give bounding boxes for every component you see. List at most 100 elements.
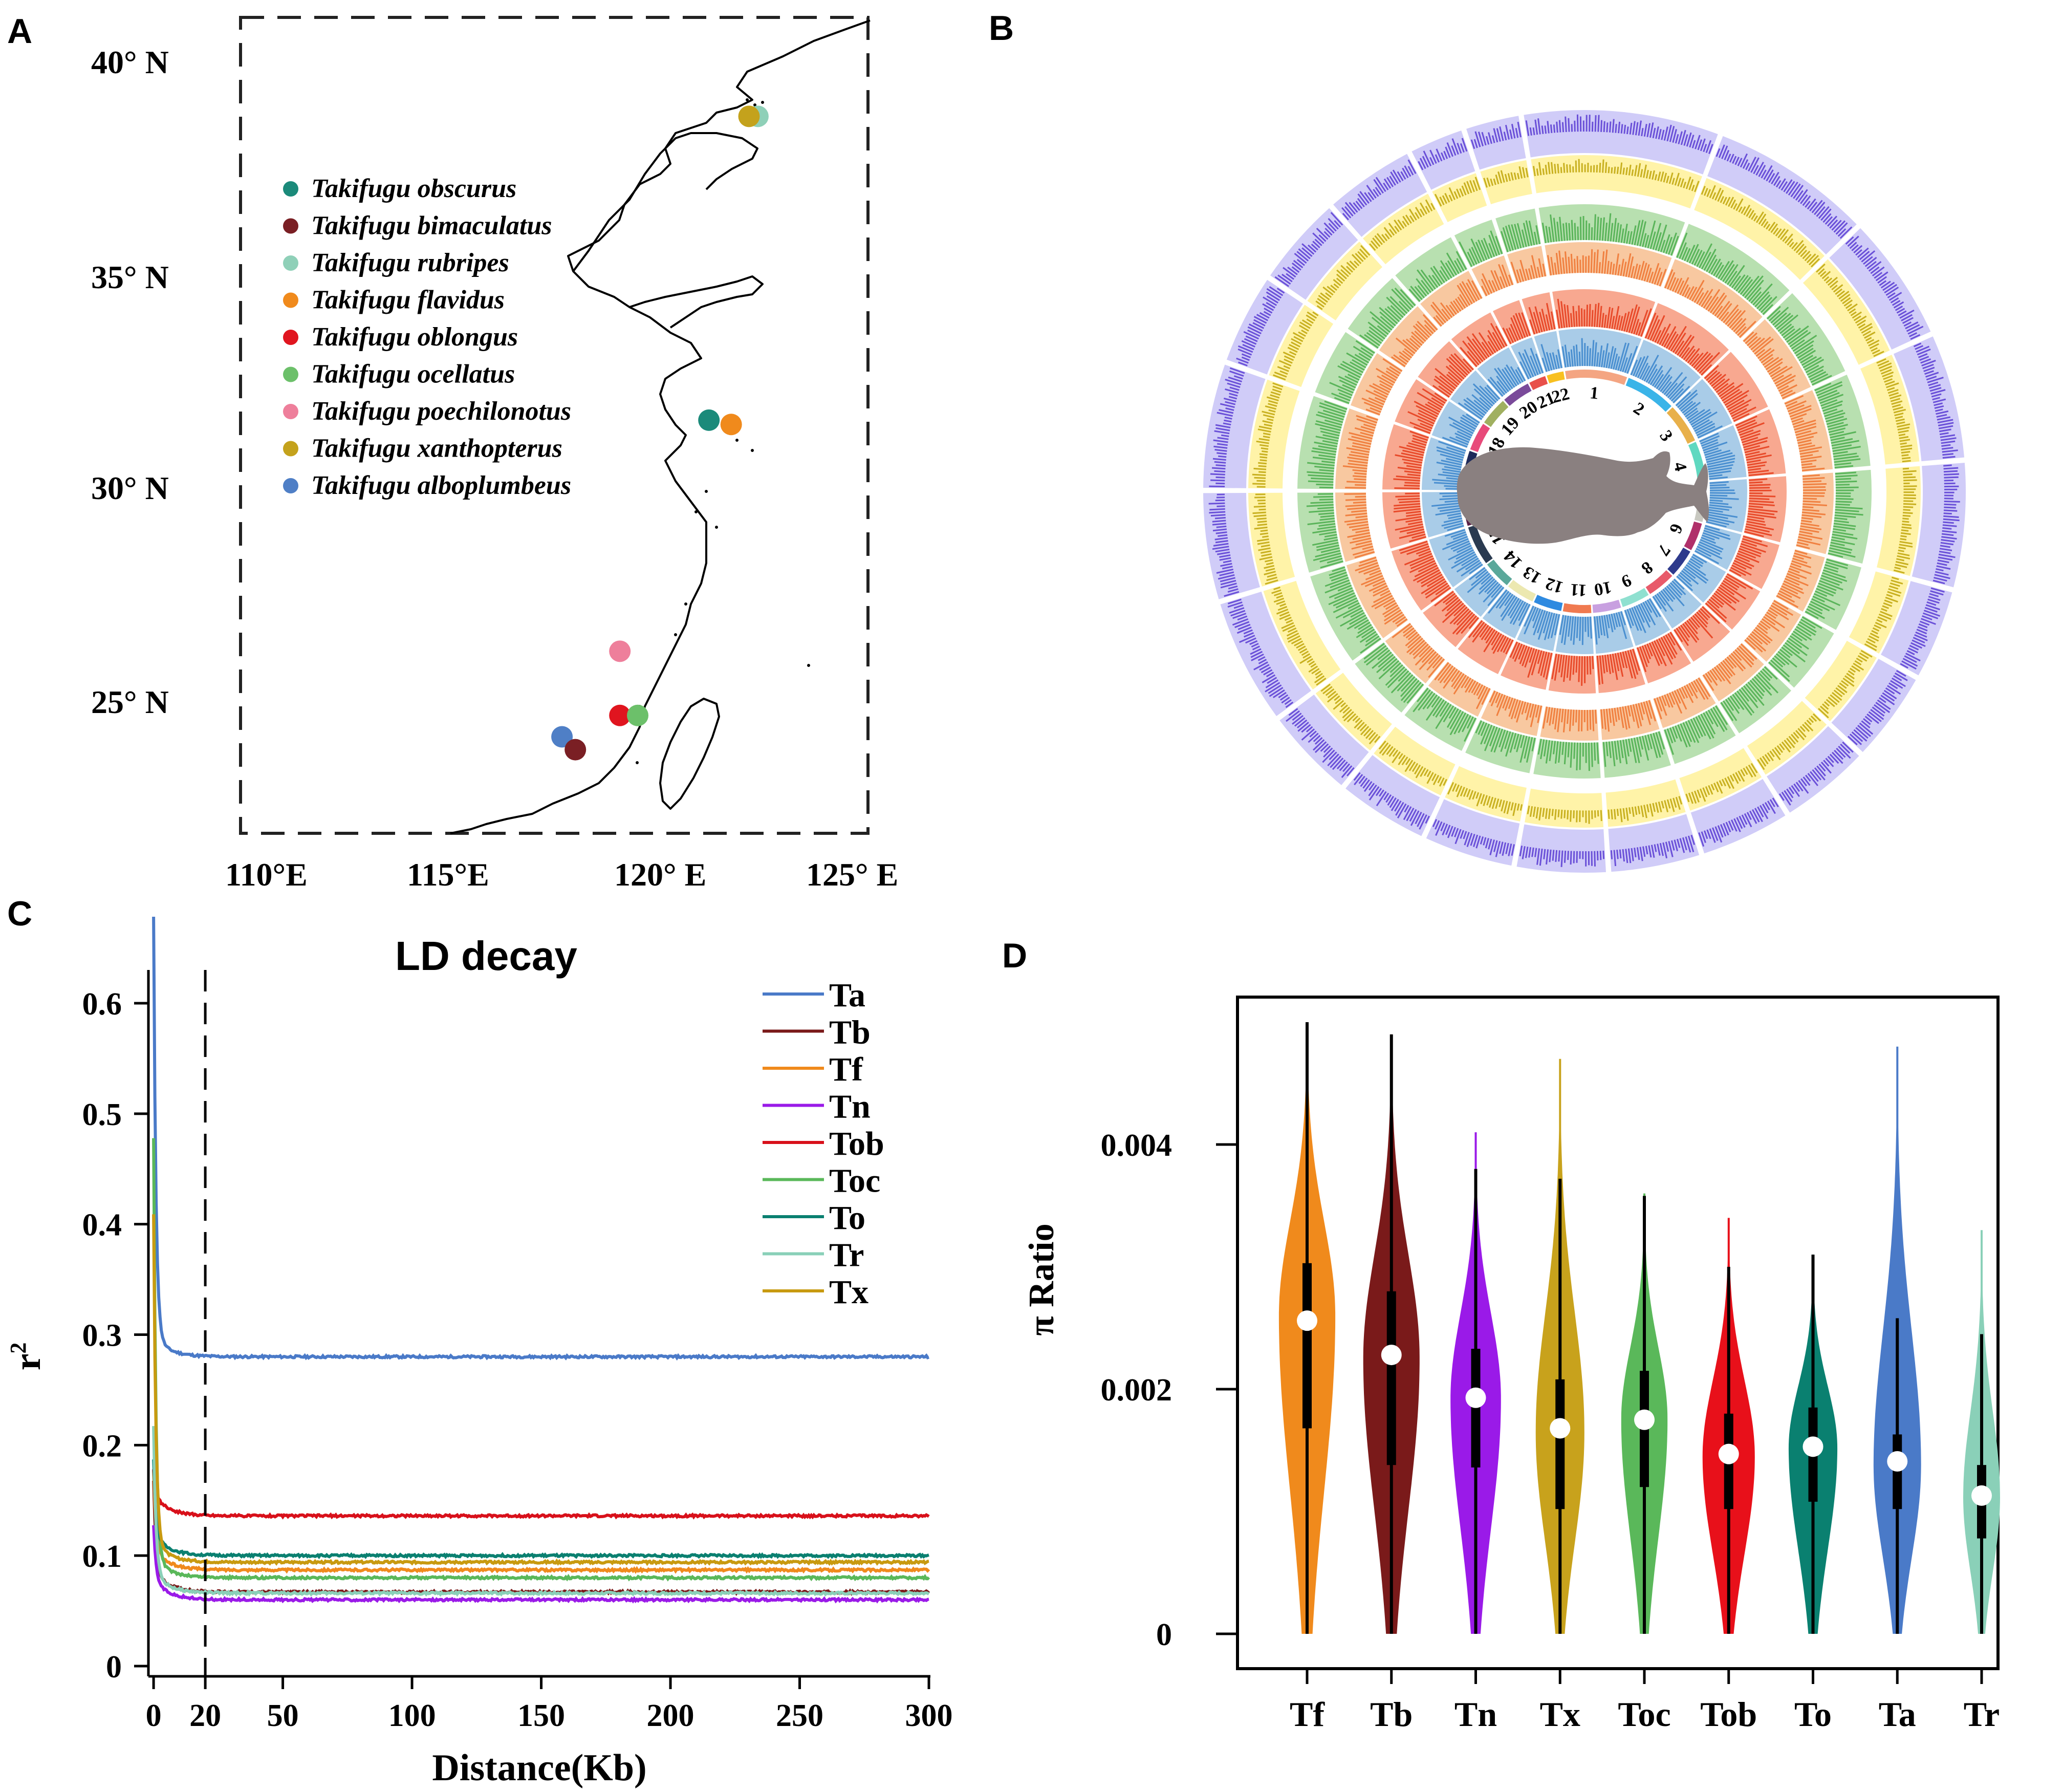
circos-track-bg (1729, 535, 1779, 589)
panel-c-label: C (7, 894, 32, 933)
legend-marker (283, 478, 298, 493)
map-frame (239, 16, 870, 835)
legend-label: Takifugu flavidus (311, 286, 505, 315)
circos-track-bg (1426, 799, 1520, 866)
violin-x-tick-label: Ta (1879, 1695, 1916, 1734)
violin-median-point (1297, 1310, 1317, 1331)
legend-label: Takifugu oblongus (311, 322, 518, 352)
violin-iqr-box (1893, 1434, 1902, 1509)
legend-label: Takifugu poechilonotus (311, 397, 571, 426)
ld-y-label-r: r (7, 1354, 49, 1371)
panel-b-circos: B 12345678910111213141516171819202122 (989, 9, 1966, 873)
chromosome-band (1547, 371, 1565, 383)
chromosome-band (1620, 588, 1649, 607)
ld-legend-label: Tob (829, 1125, 884, 1162)
circos-track-histogram (1393, 298, 1778, 686)
chromosome-label: 14 (1500, 547, 1526, 572)
chromosome-band (1470, 423, 1490, 452)
ld-legend-label: Tf (829, 1051, 863, 1088)
circos-track-bg (1608, 814, 1700, 872)
map-x-tick: 115°E (407, 856, 489, 893)
map-y-tick: 25° N (91, 684, 169, 720)
legend-marker (283, 292, 298, 308)
sampling-site-marker (609, 640, 631, 662)
ld-legend-label: Tr (829, 1237, 864, 1274)
violin-median-point (1381, 1345, 1402, 1366)
chromosome-label: 2 (1630, 399, 1648, 419)
map-x-tick: 120° E (614, 856, 706, 893)
circos-track-bg (1466, 116, 1526, 170)
ld-y-label-sup: 2 (6, 1343, 31, 1354)
circos-track-bg (1480, 160, 1532, 205)
ld-chart-title: LD decay (395, 933, 577, 979)
legend-label: Takifugu xanthopterus (311, 434, 562, 463)
chromosome-band (1625, 378, 1671, 412)
violin-iqr-box (1555, 1379, 1565, 1509)
violin-y-tick-label: 0.002 (1101, 1373, 1172, 1408)
circos-track-bg (1767, 726, 1859, 813)
circos-track-bg (1465, 720, 1536, 773)
chromosome-band (1666, 407, 1696, 444)
chromosome-band (1484, 401, 1509, 427)
violin-y-tick-label: 0.004 (1101, 1128, 1172, 1163)
circos-track-bg (1391, 540, 1451, 611)
chromosome-label: 9 (1618, 570, 1634, 591)
violin-median-point (1550, 1418, 1571, 1439)
chromosome-label: 11 (1570, 580, 1587, 600)
legend-label: Takifugu rubripes (311, 248, 509, 277)
circos-track-bg (1653, 677, 1716, 728)
legend-marker (283, 181, 298, 197)
circos-track-bg (1363, 193, 1444, 265)
violin-iqr-box (1471, 1349, 1481, 1467)
sampling-site-marker (551, 726, 573, 748)
circos-track-bg (1703, 352, 1768, 423)
chromosome-band (1562, 603, 1592, 613)
chromosome-label: 22 (1550, 384, 1571, 407)
map-y-axis: 40° N 35° N 30° N 25° N (91, 44, 169, 720)
violin-x-tick-label: Tb (1370, 1695, 1413, 1734)
circos-track-histogram (1252, 159, 1917, 824)
ld-series (152, 916, 930, 1604)
chromosome-label: 6 (1665, 521, 1686, 536)
panel-a-map: A 40° N 35° N 30° N 25° N 110°E 115°E 12… (7, 12, 898, 893)
violin-y-tick-label: 0 (1156, 1617, 1172, 1652)
circos-track-histogram (1342, 249, 1827, 732)
violin-iqr-box (1386, 1291, 1396, 1465)
legend-marker (283, 330, 298, 345)
sampling-site-marker (720, 414, 742, 436)
circos-track-bg (1418, 341, 1474, 398)
violin-x-tick-label: Toc (1618, 1695, 1670, 1734)
circos-track-bg (1454, 567, 1505, 617)
ld-x-tick-label: 50 (267, 1698, 299, 1733)
violin-x-tick-label: Tf (1290, 1695, 1325, 1734)
circos-track-bg (1516, 824, 1606, 873)
violin-median-point (1634, 1409, 1655, 1430)
ld-legend-label: Tx (829, 1273, 868, 1311)
circos-track-bg (1803, 259, 1890, 365)
chromosome-label: 3 (1656, 427, 1676, 445)
violin-ticks: 0 0.002 0.004 Tf Tb Tn Tx Toc Tob To Ta Tr (1101, 1128, 2000, 1734)
sampling-site-marker (738, 105, 760, 127)
coastline (450, 19, 871, 834)
ld-series-line (152, 1469, 930, 1520)
circos-track-bg (1297, 396, 1348, 489)
ld-series-line (152, 1459, 929, 1560)
violin-x-tick-label: To (1794, 1695, 1832, 1734)
ld-x-tick-label: 200 (647, 1698, 694, 1733)
chromosome-label: 12 (1543, 574, 1566, 597)
circos-track-bg (1849, 571, 1909, 654)
ld-x-tick-label: 100 (388, 1698, 436, 1733)
map-y-tick: 40° N (91, 44, 169, 80)
chromosome-label: 19 (1497, 414, 1523, 439)
chromosome-label: 10 (1593, 577, 1613, 599)
ld-series-line (152, 1214, 929, 1566)
ld-legend-label: Tb (829, 1014, 871, 1051)
ld-y-tick-label: 0.3 (82, 1319, 122, 1353)
chromosome-band (1529, 376, 1548, 391)
sampling-site-marker (609, 704, 631, 726)
map-x-tick: 110°E (225, 856, 308, 893)
chromosome-label: 1 (1589, 383, 1600, 403)
sampling-site-marker (627, 704, 648, 726)
panel-c-ld-decay: C LD decay 0 0.1 0.2 0.3 0.4 0.5 0.6 0 20 50 100 15… (6, 894, 953, 1789)
circos-track-histogram (1208, 114, 1960, 867)
